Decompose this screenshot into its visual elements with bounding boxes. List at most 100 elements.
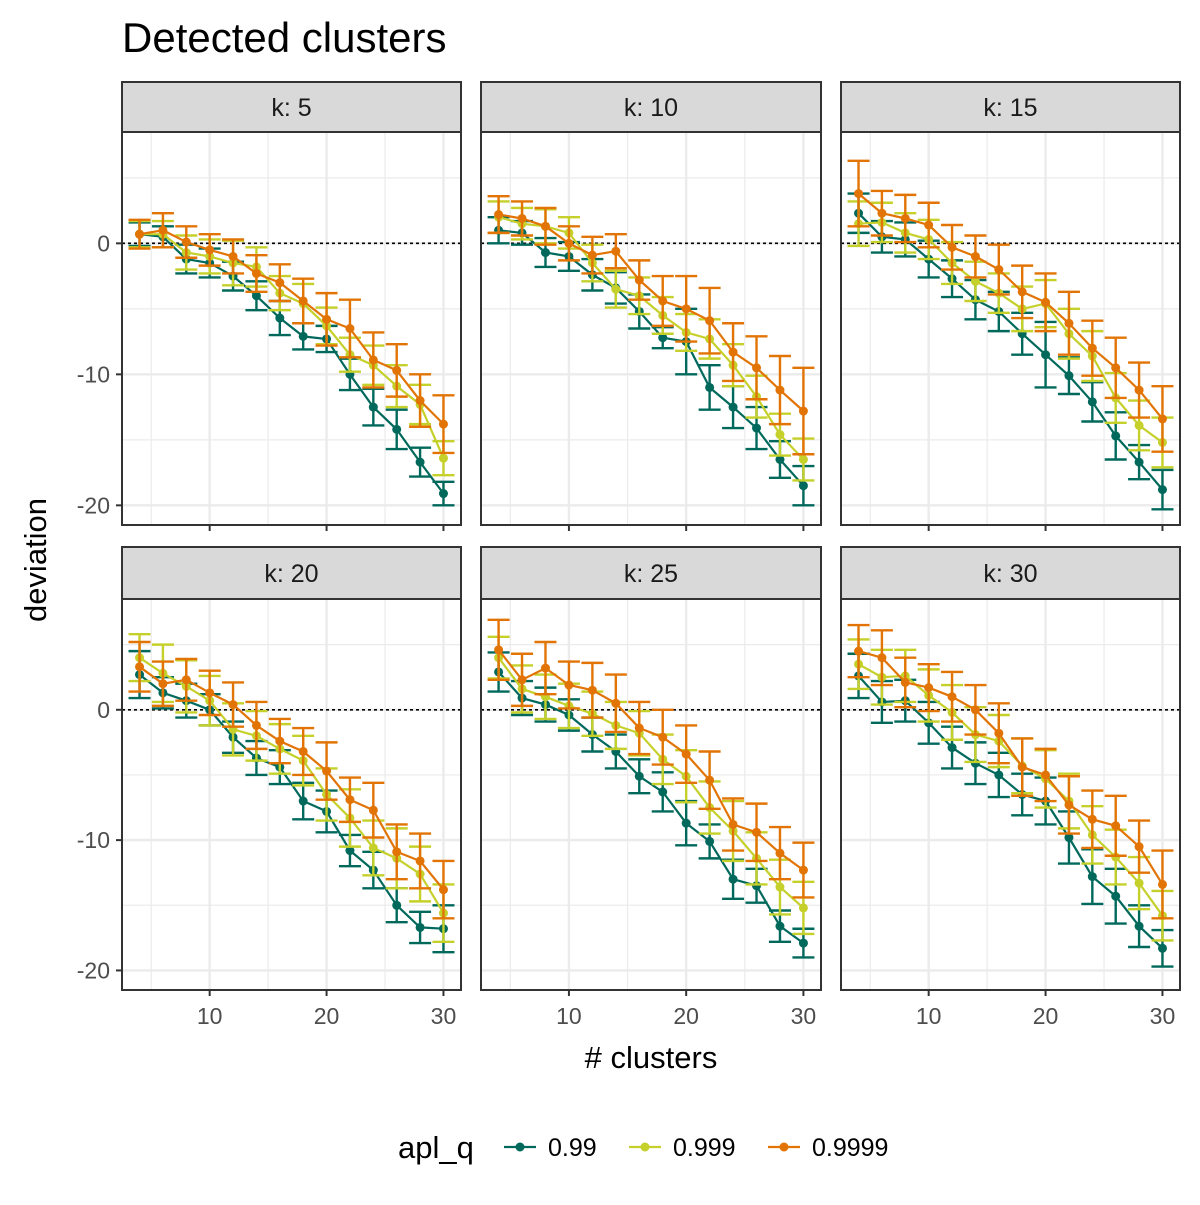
data-point	[728, 874, 738, 884]
data-point	[275, 278, 285, 288]
data-point	[681, 818, 691, 828]
y-tick-label: 0	[97, 697, 110, 723]
panel-strip-label: k: 30	[983, 560, 1037, 588]
data-point	[438, 419, 448, 429]
data-point	[298, 796, 308, 806]
legend-key-point	[779, 1142, 789, 1152]
data-point	[634, 771, 644, 781]
data-point	[540, 663, 550, 673]
data-point	[392, 900, 402, 910]
series-line	[857, 675, 1164, 950]
data-point	[681, 749, 691, 759]
data-point	[415, 922, 425, 932]
data-point	[298, 746, 308, 756]
data-point	[877, 208, 887, 218]
data-point	[345, 846, 355, 856]
series-0.9999	[847, 623, 1174, 920]
data-point	[728, 347, 738, 357]
data-point	[798, 481, 808, 491]
data-point	[947, 743, 957, 753]
data-point	[228, 251, 238, 261]
data-point	[368, 843, 378, 853]
data-point	[251, 268, 261, 278]
data-point	[1134, 842, 1144, 852]
data-point	[658, 296, 668, 306]
data-point	[415, 856, 425, 866]
data-point	[728, 819, 738, 829]
x-tick-label: 30	[1150, 1003, 1176, 1029]
data-point	[775, 848, 785, 858]
panel-strip	[121, 81, 462, 133]
data-point	[181, 237, 191, 247]
data-point	[611, 284, 621, 294]
data-point	[775, 385, 785, 395]
data-point	[494, 210, 504, 220]
x-tick-label: 30	[431, 1003, 457, 1029]
data-point	[1041, 770, 1051, 780]
y-axis-title: deviation	[18, 498, 53, 622]
legend-title: apl_q	[398, 1130, 474, 1165]
data-point	[345, 795, 355, 805]
data-point	[775, 882, 785, 892]
data-point	[392, 365, 402, 375]
legend-key-point	[640, 1142, 650, 1152]
data-point	[540, 248, 550, 258]
data-point	[1064, 800, 1074, 810]
data-point	[1087, 397, 1097, 407]
data-point	[564, 238, 574, 248]
data-point	[970, 251, 980, 261]
legend-label: 0.99	[548, 1134, 597, 1162]
y-tick-label: -20	[77, 492, 110, 518]
data-point	[658, 732, 668, 742]
panel-strip-label: k: 5	[271, 94, 311, 122]
data-point	[798, 865, 808, 875]
data-point	[1087, 872, 1097, 882]
data-point	[994, 728, 1004, 738]
data-point	[517, 675, 527, 685]
data-point	[924, 683, 934, 693]
data-point	[877, 653, 887, 663]
y-tick-label: 0	[97, 230, 110, 256]
series-line	[498, 213, 805, 412]
data-point	[368, 402, 378, 412]
data-point	[251, 291, 261, 301]
data-point	[1157, 414, 1167, 424]
panel-background	[481, 599, 821, 990]
data-point	[705, 836, 715, 846]
data-point	[1064, 318, 1074, 328]
legend-items: 0.99 0.999 0.9999	[504, 1134, 888, 1162]
panel-3: k: 15	[840, 81, 1181, 531]
data-point	[924, 220, 934, 230]
data-point	[1134, 385, 1144, 395]
data-point	[947, 242, 957, 252]
data-point	[1134, 921, 1144, 931]
data-point	[705, 382, 715, 392]
data-point	[1157, 943, 1167, 953]
data-point	[415, 457, 425, 467]
data-point	[1134, 878, 1144, 888]
data-point	[658, 787, 668, 797]
panel-strip	[480, 81, 822, 133]
data-point	[854, 646, 864, 656]
panel-6: k: 30 10 20 30	[840, 546, 1181, 1029]
panel-background	[481, 132, 821, 525]
data-point	[854, 189, 864, 199]
series-0.9999	[128, 212, 455, 455]
legend-item-0.9999: 0.9999	[768, 1134, 888, 1162]
chart-title: Detected clusters	[122, 14, 446, 61]
data-point	[540, 221, 550, 231]
panel-4: k: 20 0 -10 -20 10 20 30	[77, 546, 462, 1029]
data-point	[611, 698, 621, 708]
data-point	[517, 213, 527, 223]
x-tick-label: 10	[556, 1003, 582, 1029]
data-point	[1134, 457, 1144, 467]
x-tick-label: 20	[673, 1003, 699, 1029]
data-point	[900, 677, 910, 687]
panel-border	[121, 598, 462, 991]
panel-strip-label: k: 25	[624, 560, 678, 588]
panel-2: k: 10	[480, 81, 822, 531]
data-point	[135, 229, 145, 239]
